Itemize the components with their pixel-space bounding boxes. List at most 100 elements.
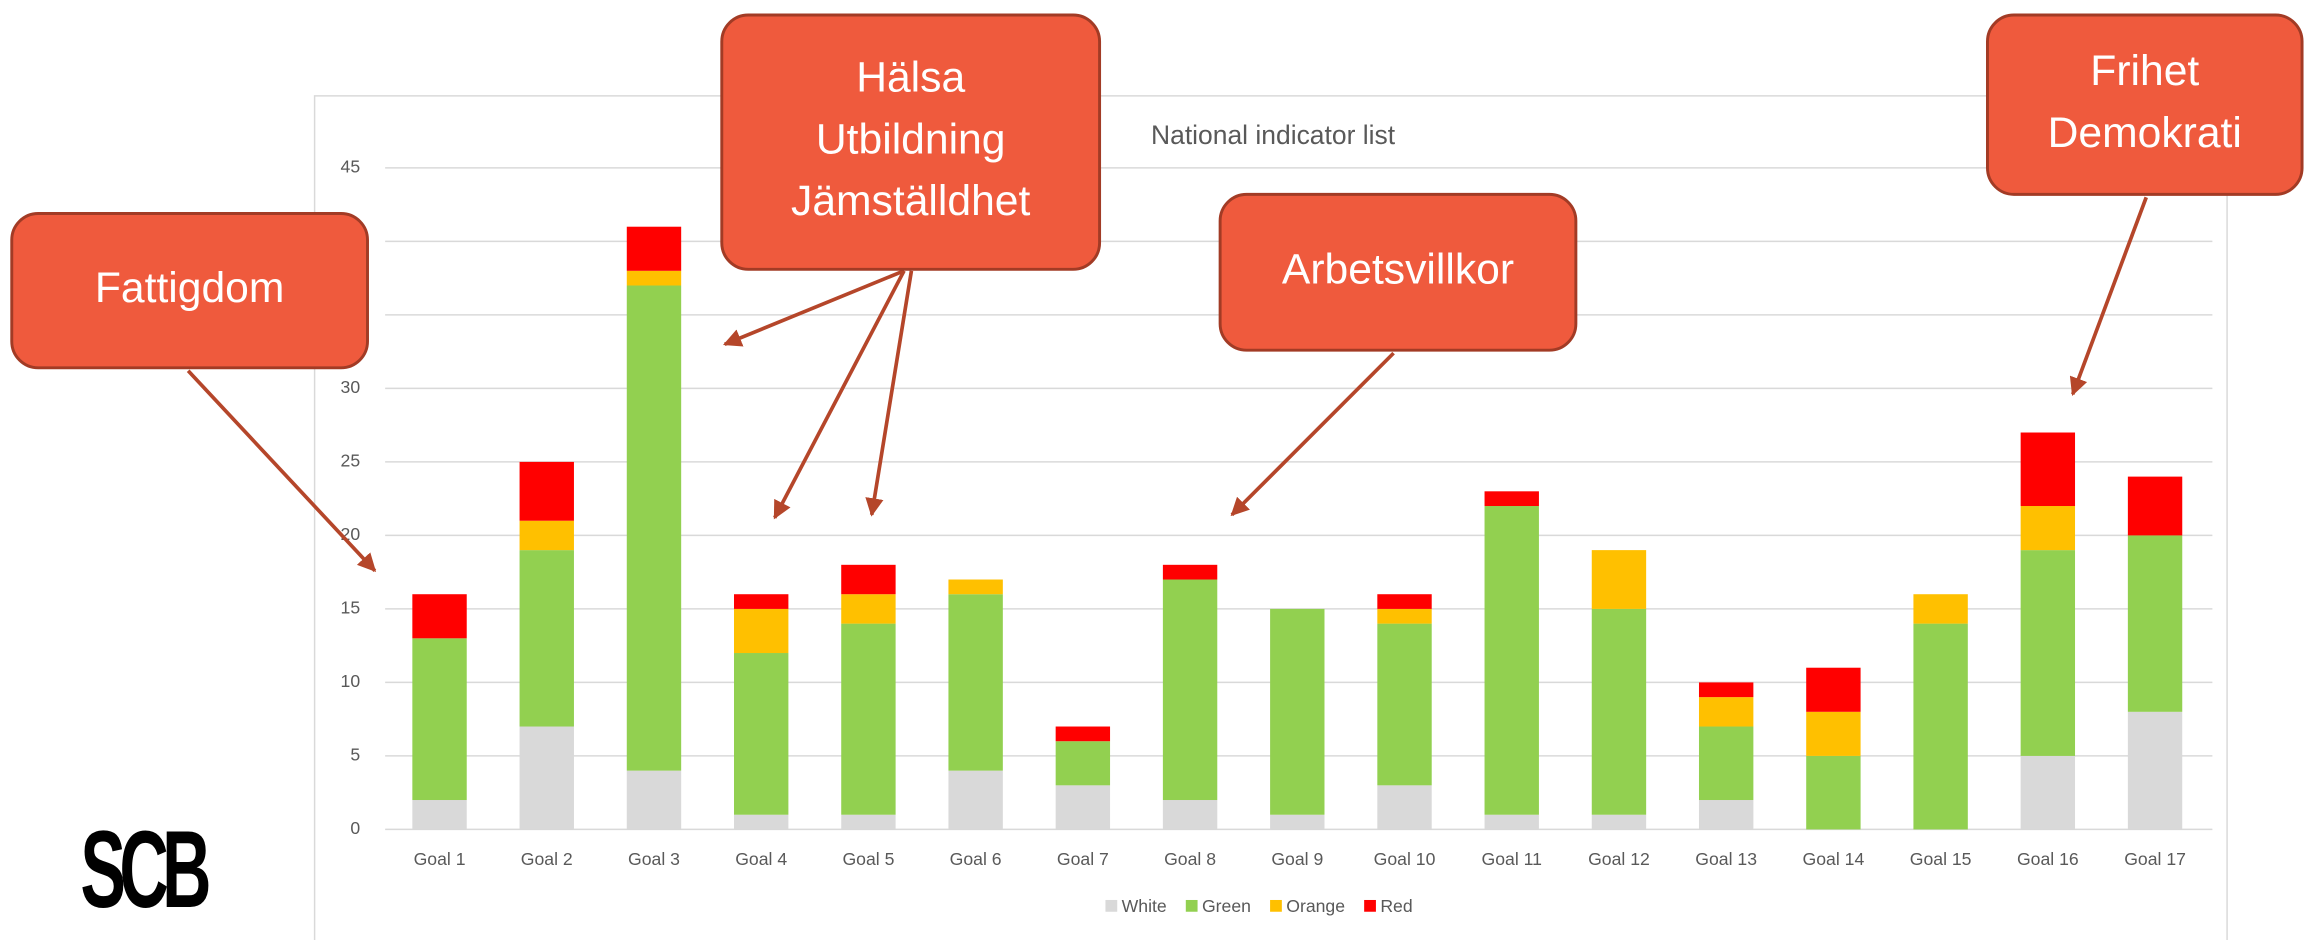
bar-segment (2020, 550, 2076, 756)
x-tick-label: Goal 9 (1271, 849, 1323, 869)
bar-segment (1377, 608, 1432, 624)
y-tick-label: 30 (341, 377, 361, 397)
bar-segment (948, 770, 1003, 830)
bar-segment (2127, 476, 2183, 536)
callout-text: Utbildning (816, 115, 1006, 163)
bar-segment (626, 226, 682, 271)
chart-title: National indicator list (1151, 120, 1396, 150)
bar-segment (841, 564, 896, 595)
callout-box (720, 13, 1102, 271)
logo: SCB (80, 808, 208, 930)
x-tick-label: Goal 6 (950, 849, 1002, 869)
bar-segment (2020, 755, 2076, 830)
legend-swatch (1270, 899, 1282, 912)
bar-segment (734, 653, 789, 815)
bar-segment (519, 726, 574, 830)
x-tick-label: Goal 16 (2017, 849, 2079, 869)
legend-swatch (1364, 899, 1376, 912)
callout-arrow (723, 269, 905, 347)
bar-segment (841, 623, 896, 815)
bar-segment (1913, 623, 1968, 830)
bar-segment (1806, 755, 1861, 830)
bar-segment (841, 814, 896, 830)
bar-segment (1270, 814, 1325, 830)
bar-segment (1806, 667, 1861, 712)
callout-text: Arbetsvillkor (1282, 246, 1514, 294)
legend-swatch (1105, 899, 1118, 912)
callout-arrow (773, 269, 906, 520)
bar-segment (1806, 711, 1861, 756)
bar-segment (412, 638, 467, 801)
bar-segment (1055, 741, 1111, 786)
x-tick-label: Goal 14 (1803, 849, 1865, 869)
callout-text: Demokrati (2048, 109, 2242, 157)
callout-text: Hälsa (856, 54, 965, 102)
bar-segment (734, 608, 789, 654)
bar-segment (1484, 506, 1539, 815)
legend-label: Red (1380, 896, 1412, 916)
bar-segment (2020, 506, 2076, 551)
bar-segment (1484, 491, 1539, 507)
callout-text: Jämställdhet (791, 177, 1030, 225)
bar-segment (1162, 800, 1218, 830)
x-tick-label: Goal 12 (1588, 849, 1650, 869)
callout-text: Fattigdom (95, 264, 285, 312)
bar-segment (1377, 623, 1432, 786)
bar-segment (948, 579, 1003, 595)
bar-segment (1698, 682, 1754, 698)
bar-segment (2020, 432, 2076, 507)
x-tick-label: Goal 5 (842, 849, 894, 869)
bar-segment (734, 594, 789, 609)
x-tick-label: Goal 1 (414, 849, 466, 869)
bar-segment (948, 594, 1003, 771)
bar-segment (841, 594, 896, 624)
x-tick-label: Goal 10 (1374, 849, 1436, 869)
bar-segment (1377, 594, 1432, 609)
bar-segment (412, 800, 467, 830)
bar-segment (1698, 800, 1754, 830)
bar-segment (1162, 579, 1218, 801)
callout-box (1218, 192, 1578, 352)
x-tick-label: Goal 17 (2124, 849, 2186, 869)
x-tick-label: Goal 4 (735, 849, 787, 869)
x-tick-label: Goal 13 (1695, 849, 1757, 869)
bar-segment (1270, 608, 1325, 815)
y-tick-label: 5 (350, 745, 360, 765)
x-tick-label: Goal 3 (628, 849, 680, 869)
bar-segment (626, 270, 682, 286)
legend-label: White (1122, 896, 1167, 916)
y-tick-label: 45 (341, 157, 361, 177)
bar-segment (519, 461, 574, 521)
y-tick-label: 0 (350, 818, 360, 838)
bar-segment (1698, 726, 1754, 801)
bar-segment (1698, 697, 1754, 727)
x-tick-label: Goal 7 (1057, 849, 1109, 869)
bar-segment (1055, 785, 1111, 830)
legend-label: Orange (1286, 896, 1345, 916)
callout-box (1986, 13, 2304, 196)
bar-segment (1162, 564, 1218, 580)
bar-segment (1591, 608, 1647, 815)
bar-segment (1591, 550, 1647, 609)
legend-swatch (1185, 899, 1198, 912)
bar-segment (2127, 535, 2183, 712)
bar-segment (1913, 594, 1968, 624)
bar-segment (1055, 726, 1111, 742)
bar-segment (626, 285, 682, 771)
bar-segment (1484, 814, 1539, 830)
bar-segment (519, 520, 574, 551)
callout-arrow (186, 369, 377, 573)
callout-arrow (2069, 196, 2148, 397)
bar-segment (1377, 785, 1432, 830)
y-tick-label: 10 (341, 671, 361, 691)
bar-segment (734, 814, 789, 830)
callout-arrow (865, 270, 914, 517)
x-tick-label: Goal 8 (1164, 849, 1216, 869)
bar-segment (519, 550, 574, 727)
bar-segment (626, 770, 682, 830)
bar-segment (2127, 711, 2183, 830)
x-tick-label: Goal 15 (1910, 849, 1972, 869)
y-tick-label: 15 (341, 598, 361, 618)
bar-segment (1591, 814, 1647, 830)
